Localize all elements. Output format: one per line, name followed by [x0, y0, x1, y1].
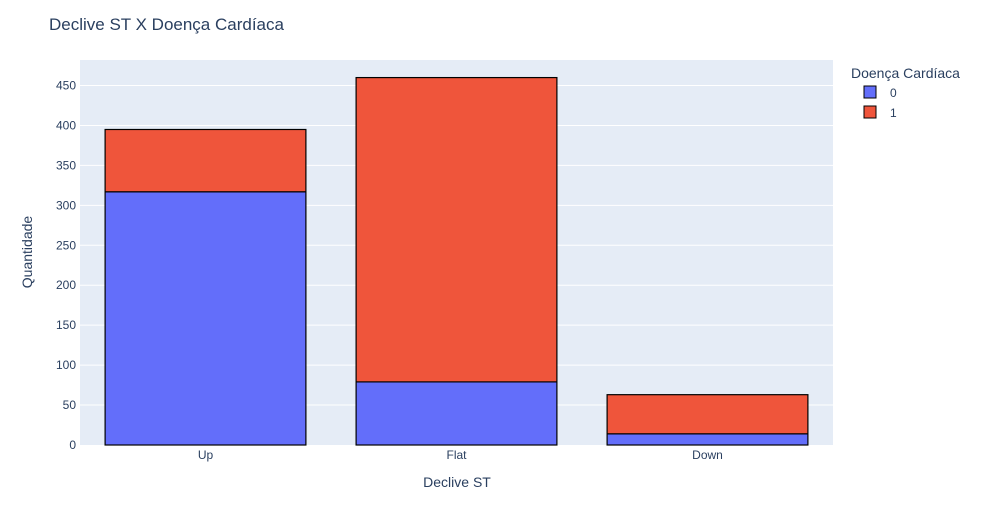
x-tick-label: Down — [692, 448, 723, 462]
x-tick-label: Flat — [446, 448, 467, 462]
y-tick-label: 100 — [56, 358, 76, 372]
legend-item-0[interactable]: 0 — [863, 85, 897, 100]
y-tick-label: 450 — [56, 79, 76, 93]
bar-up-series-1[interactable] — [104, 128, 307, 193]
bar-flat-series-1[interactable] — [355, 76, 558, 383]
x-tick-label: Up — [198, 448, 214, 462]
y-tick-label: 250 — [56, 238, 76, 252]
bar-down-series-0[interactable] — [606, 433, 809, 446]
bar-down-series-1[interactable] — [606, 394, 809, 435]
y-tick-label: 50 — [63, 398, 77, 412]
x-axis-ticks: Up Flat Down — [198, 448, 723, 462]
y-axis-title: Quantidade — [19, 216, 35, 289]
y-axis-ticks: 0 50 100 150 200 250 300 350 400 450 — [56, 79, 76, 452]
y-tick-label: 0 — [69, 438, 76, 452]
legend-swatch-1 — [863, 105, 877, 119]
legend: Doença Cardíaca 0 1 — [851, 65, 960, 120]
y-tick-label: 200 — [56, 278, 76, 292]
bars — [104, 76, 809, 446]
bar-up-series-0[interactable] — [104, 191, 307, 446]
chart-title: Declive ST X Doença Cardíaca — [49, 15, 285, 34]
y-tick-label: 300 — [56, 198, 76, 212]
legend-label-0: 0 — [890, 86, 897, 100]
legend-label-1: 1 — [890, 106, 897, 120]
x-axis-title: Declive ST — [423, 474, 491, 490]
bar-flat-series-0[interactable] — [355, 381, 558, 446]
legend-title: Doença Cardíaca — [851, 65, 960, 81]
y-tick-label: 400 — [56, 118, 76, 132]
y-tick-label: 150 — [56, 318, 76, 332]
legend-swatch-0 — [863, 85, 877, 99]
legend-item-1[interactable]: 1 — [863, 105, 897, 120]
y-tick-label: 350 — [56, 158, 76, 172]
